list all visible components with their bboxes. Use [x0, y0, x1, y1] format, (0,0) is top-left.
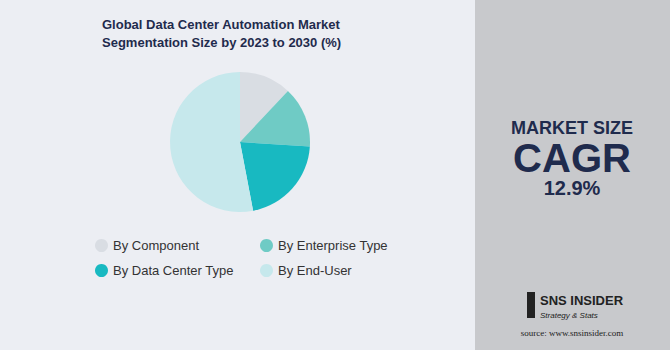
svg-text:CAGR: CAGR: [513, 136, 631, 180]
svg-text:Global Data Center Automation: Global Data Center Automation Market: [102, 17, 341, 32]
svg-text:MARKET SIZE: MARKET SIZE: [511, 118, 633, 138]
svg-text:source: www.snsinsider.com: source: www.snsinsider.com: [521, 328, 624, 338]
svg-text:SNS INSIDER: SNS INSIDER: [540, 293, 624, 308]
svg-text:By Component: By Component: [113, 238, 199, 253]
svg-text:By End-User: By End-User: [278, 263, 352, 278]
svg-text:By Enterprise Type: By Enterprise Type: [278, 238, 388, 253]
svg-text:Segmentation Size by 2023 to 2: Segmentation Size by 2023 to 2030 (%): [102, 35, 341, 50]
svg-text:Strategy & Stats: Strategy & Stats: [540, 311, 598, 320]
svg-text:12.9%: 12.9%: [544, 177, 601, 199]
svg-text:By Data Center Type: By Data Center Type: [113, 263, 233, 278]
